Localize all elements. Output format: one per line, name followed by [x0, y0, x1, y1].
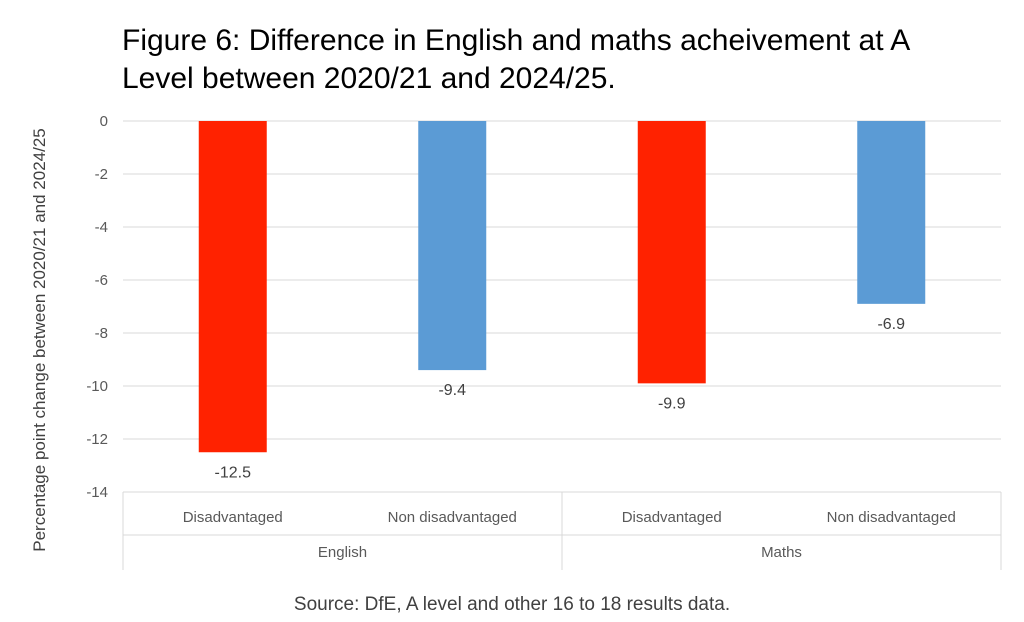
data-label: -9.9 [658, 395, 686, 412]
y-tick-label: -10 [86, 378, 108, 395]
category-label: Disadvantaged [622, 509, 722, 526]
category-label: Disadvantaged [183, 509, 283, 526]
source-note: Source: DfE, A level and other 16 to 18 … [293, 594, 731, 615]
bar [637, 121, 706, 384]
data-label: -9.4 [438, 382, 466, 399]
group-label: English [318, 544, 367, 561]
y-tick-label: 0 [100, 113, 108, 130]
category-label: Non disadvantaged [388, 509, 517, 526]
category-label: Non disadvantaged [827, 509, 956, 526]
data-label: -6.9 [877, 316, 905, 333]
y-tick-label: -2 [95, 166, 108, 183]
y-tick-label: -4 [95, 219, 108, 236]
group-label: Maths [761, 544, 802, 561]
y-tick-label: -8 [95, 325, 108, 342]
bar [198, 121, 267, 453]
data-label: -12.5 [215, 464, 252, 481]
bar [418, 121, 487, 371]
chart-title: Figure 6: Difference in English and math… [122, 24, 909, 95]
bar [857, 121, 926, 304]
y-tick-label: -12 [86, 431, 108, 448]
y-tick-label: -6 [95, 272, 108, 289]
y-tick-label: -14 [86, 484, 108, 501]
